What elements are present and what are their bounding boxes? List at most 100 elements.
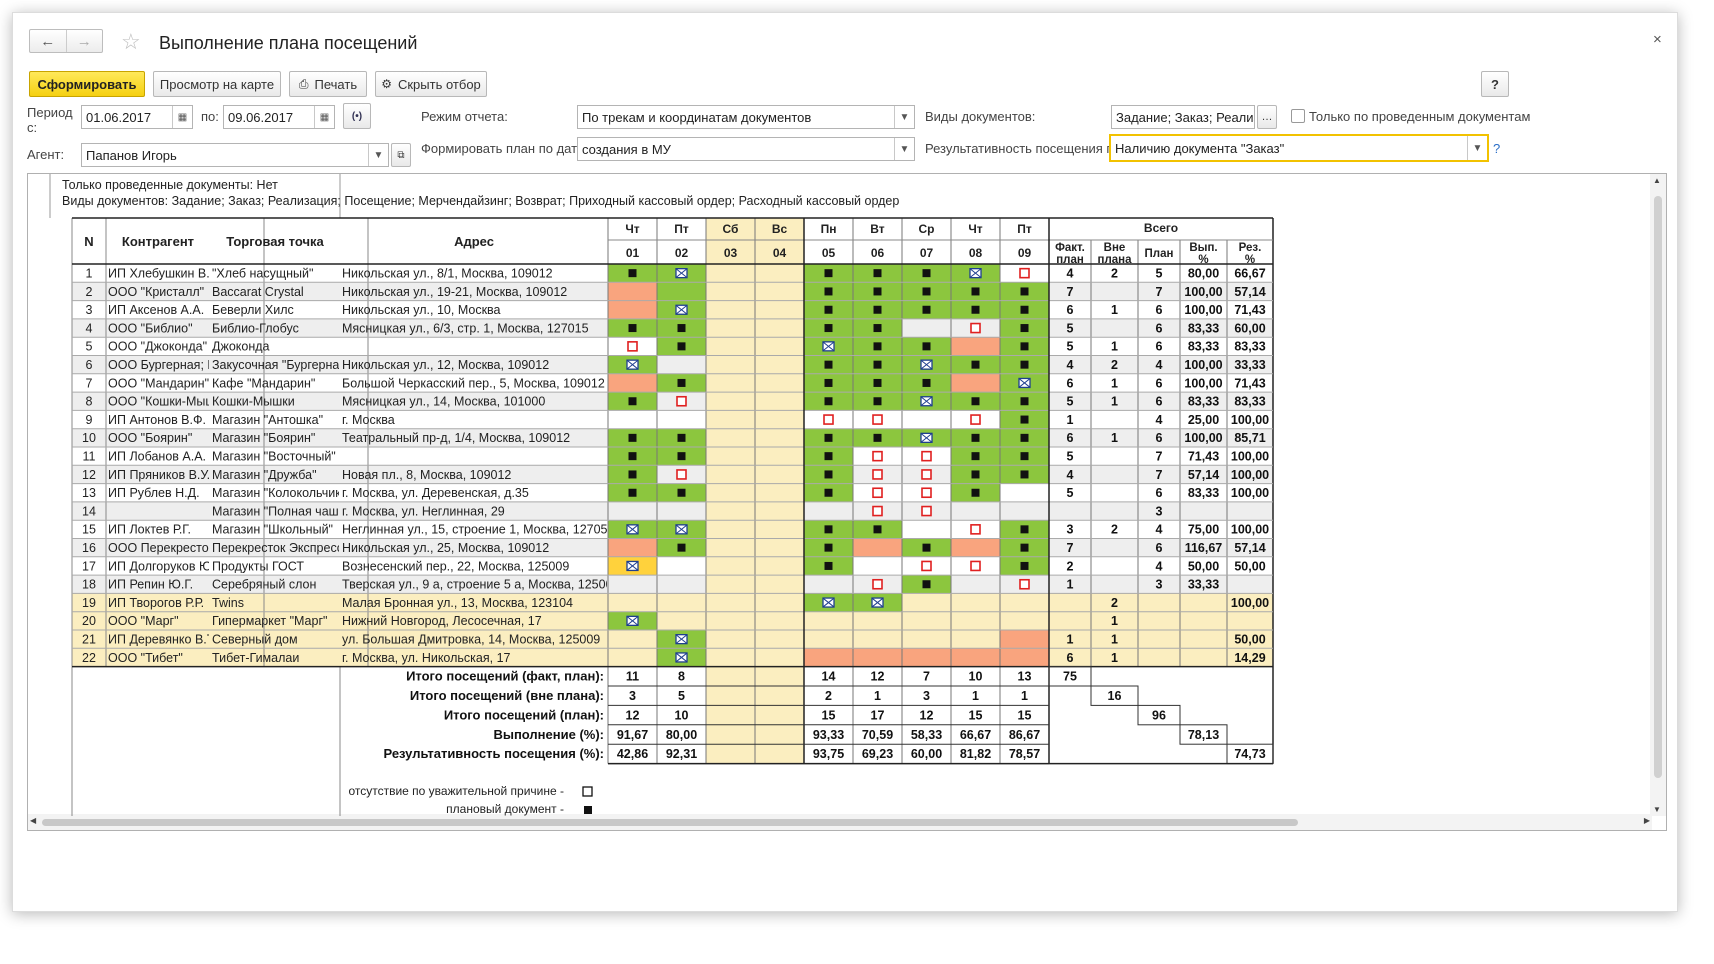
day-cell-bg — [706, 465, 755, 484]
total-cell-value: 4 — [1067, 267, 1074, 281]
col-header-out-of-plan: Вне — [1104, 242, 1126, 254]
back-arrow-icon[interactable]: ← — [40, 32, 56, 50]
period-select-icon[interactable]: (•) — [343, 103, 371, 129]
vertical-scrollbar[interactable]: ▲ ▼ — [1650, 174, 1666, 816]
plan-date-select[interactable]: создания в МУ ▼ — [577, 137, 915, 161]
doc-types-field[interactable]: Задание; Заказ; Реализац — [1111, 105, 1255, 129]
mode-value: По трекам и координатам документов — [582, 109, 812, 125]
total-cell-value: 14,29 — [1234, 651, 1265, 665]
address: Театральный пр-д, 1/4, Москва, 109012 — [342, 431, 570, 445]
outlet-name: Продукты ГОСТ — [212, 559, 304, 573]
visit-doc-icon — [1019, 378, 1030, 388]
day-cell-bg — [755, 447, 804, 466]
planned-doc-icon — [628, 470, 637, 479]
address: г. Москва, ул. Деревенская, д.35 — [342, 486, 529, 500]
col-header-result: % — [1245, 254, 1255, 266]
day-cell-bg — [706, 483, 755, 502]
outlet-name: Магазин "Школьный" — [212, 523, 333, 537]
total-cell-value: 33,33 — [1188, 578, 1219, 592]
vertical-scroll-thumb[interactable] — [1654, 196, 1662, 778]
scroll-right-icon[interactable]: ▶ — [1643, 816, 1650, 825]
day-date-header: 02 — [675, 246, 689, 260]
total-cell-value: 1 — [1111, 303, 1118, 317]
visit-doc-icon — [921, 360, 932, 370]
planned-doc-icon — [1020, 324, 1029, 333]
planned-doc-icon — [873, 342, 882, 351]
row-number: 19 — [82, 596, 96, 610]
horizontal-scrollbar[interactable]: ◀ ▶ — [28, 814, 1652, 830]
totals-day-value: 15 — [1018, 708, 1032, 722]
horizontal-scroll-thumb[interactable] — [42, 819, 1298, 826]
agent-field[interactable]: Папанов Игорь ▼ — [81, 143, 389, 167]
map-view-button[interactable]: Просмотр на карте — [153, 71, 281, 97]
planned-doc-icon — [873, 269, 882, 278]
hide-filter-button[interactable]: ⚙ Скрыть отбор — [375, 71, 487, 97]
chevron-down-icon[interactable]: ▼ — [894, 138, 914, 160]
more-icon[interactable]: … — [1257, 105, 1277, 129]
visit-doc-icon — [627, 561, 638, 571]
scroll-up-icon[interactable]: ▲ — [1653, 176, 1661, 185]
total-cell-value: 6 — [1156, 303, 1163, 317]
day-cell-bg — [1000, 630, 1049, 649]
counterparty-name: ИП Рублев Н.Д. — [108, 486, 200, 500]
unplanned-doc-icon — [872, 505, 883, 517]
print-button[interactable]: ⎙ Печать — [289, 71, 367, 97]
day-cell-bg — [706, 575, 755, 594]
total-cell-value: 3 — [1067, 523, 1074, 537]
total-cell-value: 5 — [1067, 395, 1074, 409]
day-cell-bg — [755, 392, 804, 411]
day-cell-bg — [706, 520, 755, 539]
planned-doc-icon — [677, 342, 686, 351]
help-button[interactable]: ? — [1481, 71, 1509, 97]
planned-doc-icon — [873, 287, 882, 296]
total-cell-value: 60,00 — [1234, 321, 1265, 335]
chevron-down-icon[interactable]: ▼ — [1467, 136, 1487, 160]
printer-icon: ⎙ — [298, 76, 309, 91]
day-cell-bg — [706, 630, 755, 649]
day-of-week-header: Пт — [674, 222, 689, 236]
outlet-name: Джоконда — [212, 340, 270, 354]
row-number: 16 — [82, 541, 96, 555]
address: г. Москва, ул. Неглинная, 29 — [342, 504, 505, 518]
result-help-link[interactable]: ? — [1493, 141, 1501, 156]
day-date-header: 05 — [822, 246, 836, 260]
period-label: Период с: — [27, 105, 73, 135]
totals-day-value: 69,23 — [862, 747, 893, 761]
table-row-bg — [72, 593, 1273, 612]
planned-doc-icon — [922, 342, 931, 351]
total-cell-value: 2 — [1111, 358, 1118, 372]
col-header-result: Рез. — [1239, 242, 1262, 254]
forward-arrow-icon[interactable]: → — [65, 30, 103, 52]
scroll-left-icon[interactable]: ◀ — [30, 816, 37, 825]
day-cell-bg — [706, 300, 755, 319]
scroll-down-icon[interactable]: ▼ — [1653, 805, 1661, 814]
totals-summary-value: 16 — [1108, 689, 1122, 703]
chevron-down-icon[interactable]: ▼ — [894, 106, 914, 128]
outlet-name: Библио-Глобус — [212, 321, 299, 335]
planned-doc-icon — [824, 287, 833, 296]
chevron-down-icon[interactable]: ▼ — [368, 144, 388, 166]
calendar-icon[interactable]: ▦ — [172, 106, 192, 128]
total-cell-value: 1 — [1067, 578, 1074, 592]
period-from-field[interactable]: 01.06.2017 ▦ — [81, 105, 193, 129]
day-cell-bg — [902, 648, 951, 667]
generate-button[interactable]: Сформировать — [29, 71, 145, 97]
total-cell-value: 7 — [1156, 285, 1163, 299]
favorite-star-icon[interactable]: ☆ — [121, 29, 141, 54]
period-to-field[interactable]: 09.06.2017 ▦ — [223, 105, 335, 129]
open-icon[interactable]: ⧉ — [391, 143, 411, 167]
visit-doc-icon — [627, 360, 638, 370]
total-cell-value: 83,33 — [1234, 340, 1265, 354]
planned-doc-icon — [971, 287, 980, 296]
planned-doc-icon — [824, 561, 833, 570]
mode-select[interactable]: По трекам и координатам документов ▼ — [577, 105, 915, 129]
calendar-icon[interactable]: ▦ — [314, 106, 334, 128]
planned-doc-icon — [824, 397, 833, 406]
planned-doc-icon — [971, 470, 980, 479]
only-posted-checkbox[interactable] — [1291, 109, 1305, 123]
total-cell-value: 6 — [1156, 321, 1163, 335]
planned-doc-icon — [873, 397, 882, 406]
close-icon[interactable]: × — [1653, 31, 1662, 48]
result-select[interactable]: Наличию документа "Заказ" ▼ — [1109, 134, 1489, 162]
plan-date-value: создания в МУ — [582, 141, 671, 157]
